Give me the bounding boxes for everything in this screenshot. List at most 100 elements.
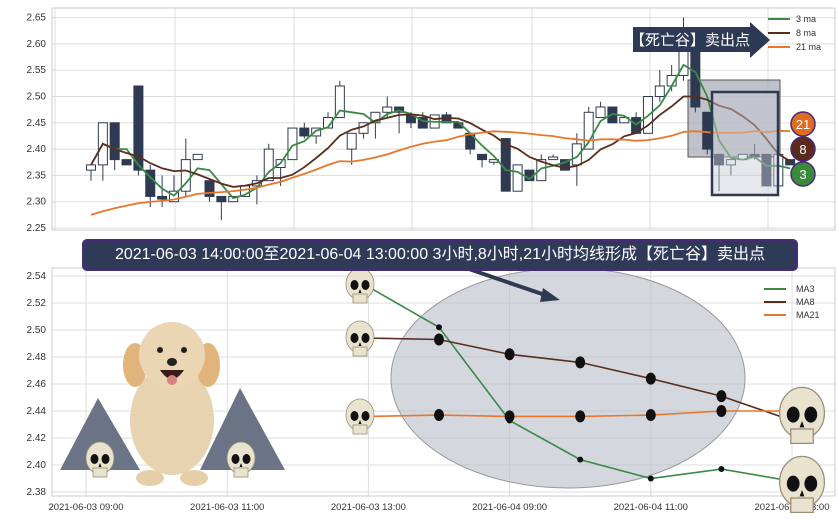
candle-up — [311, 127, 322, 137]
skull-eye — [804, 475, 818, 492]
skull-nose — [239, 463, 243, 467]
candle-up — [263, 148, 274, 182]
skull-jaw — [790, 497, 814, 514]
legend-ma3: MA3 — [796, 284, 815, 294]
y-tick-label: 2.44 — [27, 406, 47, 417]
skull-eye — [361, 333, 370, 343]
y-tick-label: 2.45 — [27, 118, 47, 129]
candle-up — [192, 153, 203, 161]
skull-nose — [358, 420, 362, 424]
candle-down — [216, 195, 227, 203]
skull-eye — [231, 454, 240, 464]
skull-icon — [345, 398, 375, 435]
candle-down — [500, 138, 511, 192]
skull-jaw — [352, 293, 368, 304]
ma8-point — [434, 333, 444, 346]
top-legend: 3 ma 8 ma 21 ma — [768, 14, 821, 52]
y-tick-label: 2.50 — [27, 325, 47, 336]
skull-icon — [345, 267, 375, 304]
dog-illustration — [60, 322, 285, 486]
badge-3-label: 3 — [799, 167, 806, 182]
legend-3ma: 3 ma — [796, 14, 816, 24]
y-tick-label: 2.48 — [27, 352, 47, 363]
legend-ma21: MA21 — [796, 310, 820, 320]
skull-jaw — [352, 346, 368, 357]
ma3-point — [577, 456, 584, 463]
skull-jaw — [790, 428, 814, 445]
skull-eye — [90, 454, 99, 464]
ma8-point — [645, 372, 656, 385]
candle-down — [133, 85, 144, 171]
signal-banner: 2021-06-03 14:00:00至2021-06-04 13:00:00 … — [82, 239, 798, 271]
skull-nose — [358, 289, 362, 293]
ma3-point — [436, 324, 442, 331]
y-tick-label: 2.42 — [27, 433, 47, 444]
skull-eye — [242, 454, 251, 464]
skull-icon — [345, 320, 375, 357]
skull-jaw — [352, 424, 368, 435]
highlight-ellipse — [390, 267, 746, 489]
annotation-arrow: 【死亡谷】卖出点 — [630, 22, 770, 58]
legend-8ma: 8 ma — [796, 28, 816, 38]
candle-up — [536, 159, 547, 182]
y-tick-label: 2.25 — [27, 223, 47, 234]
skull-eye — [786, 475, 800, 492]
candle-up — [180, 159, 191, 192]
top-y-axis: 2.25 2.30 2.35 2.40 2.45 2.50 2.55 2.60 2.65 — [27, 13, 47, 234]
candle-up — [595, 106, 606, 119]
badge-8 — [790, 136, 816, 162]
skull-eye — [101, 454, 110, 464]
badge-3 — [790, 161, 816, 187]
legend-21ma: 21 ma — [796, 42, 821, 52]
x-tick-label: 2021-06-03 11:00 — [190, 502, 264, 513]
candle-down — [477, 153, 488, 161]
candle-up — [334, 85, 345, 119]
ma21-point — [504, 410, 515, 423]
skull-eye — [804, 406, 818, 423]
bottom-series — [368, 286, 793, 482]
dog-body — [130, 365, 214, 475]
y-tick-label: 2.52 — [27, 298, 47, 309]
x-tick-label: 2021-06-03 09:00 — [48, 502, 123, 513]
candle-down — [109, 122, 120, 161]
y-tick-label: 2.55 — [27, 65, 47, 76]
ma21-point — [716, 405, 727, 417]
skull-eye — [350, 333, 359, 343]
candle-down — [714, 153, 725, 166]
candle-up — [654, 85, 665, 98]
legend-ma8: MA8 — [796, 297, 815, 307]
ma21-point — [434, 409, 444, 422]
mountain-left — [60, 398, 140, 470]
bottom-y-axis: 2.38 2.40 2.42 2.44 2.46 2.48 2.50 2.52 2.54 — [27, 271, 47, 498]
skull-icon — [85, 441, 115, 478]
candle-up — [382, 106, 393, 113]
dog-head — [139, 322, 205, 388]
candle-up — [512, 164, 523, 192]
candle-up — [583, 111, 594, 150]
skulls — [85, 267, 826, 514]
ma21-point — [645, 409, 656, 422]
y-tick-label: 2.54 — [27, 271, 47, 282]
pointer-arrow — [465, 266, 560, 302]
candle-up — [571, 143, 582, 166]
candle-down — [702, 111, 713, 150]
skull-eye — [350, 280, 359, 290]
skull-icon — [778, 386, 826, 445]
ma-lines — [90, 63, 791, 216]
candle-down — [785, 159, 796, 166]
badge-21 — [790, 111, 816, 137]
y-tick-label: 2.46 — [27, 379, 47, 390]
y-tick-label: 2.40 — [27, 144, 47, 155]
x-tick-label: 2021-06-03 13:00 — [331, 502, 406, 513]
skull-jaw — [92, 467, 108, 478]
skull-nose — [799, 421, 805, 428]
annotation-label: 【死亡谷】卖出点 — [630, 32, 750, 49]
skull-eye — [350, 411, 359, 421]
ma8-point — [504, 348, 515, 361]
y-tick-label: 2.40 — [27, 460, 47, 471]
candle-down — [145, 169, 156, 197]
skull-eye — [786, 406, 800, 423]
badge-21-label: 21 — [796, 117, 810, 132]
candle-down — [761, 153, 772, 187]
